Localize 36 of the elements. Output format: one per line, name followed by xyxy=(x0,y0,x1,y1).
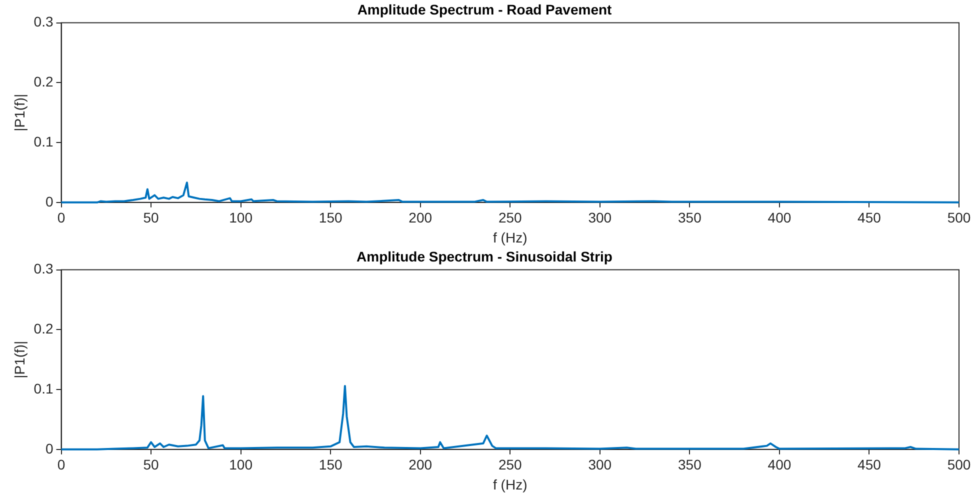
chart-title: Amplitude Spectrum - Sinusoidal Strip xyxy=(356,248,612,264)
x-tick-label: 350 xyxy=(678,210,702,226)
x-tick-label: 500 xyxy=(947,210,971,226)
y-tick-label: 0.1 xyxy=(34,133,54,150)
y-axis-title: |P1(f)| xyxy=(11,340,28,378)
x-tick-label: 0 xyxy=(57,456,66,473)
y-tick-label: 0.3 xyxy=(34,14,54,30)
y-tick-label: 0.2 xyxy=(34,74,54,90)
x-tick-label: 250 xyxy=(498,456,522,473)
x-tick-label: 50 xyxy=(143,456,160,473)
x-tick-label: 300 xyxy=(588,456,612,473)
x-tick-label: 450 xyxy=(858,210,882,226)
x-tick-label: 400 xyxy=(768,456,792,473)
x-axis-title: f (Hz) xyxy=(493,229,528,246)
x-tick-label: 400 xyxy=(768,210,792,226)
y-tick-label: 0.3 xyxy=(34,260,54,277)
x-tick-label: 200 xyxy=(408,210,432,226)
x-axis-title: f (Hz) xyxy=(493,476,528,492)
x-tick-label: 100 xyxy=(229,456,253,473)
x-tick-label: 450 xyxy=(858,456,882,473)
x-tick-label: 50 xyxy=(143,210,160,226)
y-tick-label: 0 xyxy=(45,193,54,210)
y-tick-label: 0.1 xyxy=(34,380,54,396)
x-tick-label: 0 xyxy=(57,210,66,226)
x-tick-label: 300 xyxy=(588,210,612,226)
x-tick-label: 150 xyxy=(318,456,342,473)
x-tick-label: 150 xyxy=(318,210,342,226)
chart-title: Amplitude Spectrum - Road Pavement xyxy=(357,1,612,18)
y-tick-label: 0 xyxy=(45,440,54,456)
y-axis-title: |P1(f)| xyxy=(11,94,28,132)
x-tick-label: 350 xyxy=(678,456,702,473)
x-tick-label: 250 xyxy=(498,210,522,226)
y-tick-label: 0.2 xyxy=(34,320,54,337)
x-tick-label: 100 xyxy=(229,210,253,226)
x-tick-label: 200 xyxy=(408,456,432,473)
x-tick-label: 500 xyxy=(947,456,971,473)
